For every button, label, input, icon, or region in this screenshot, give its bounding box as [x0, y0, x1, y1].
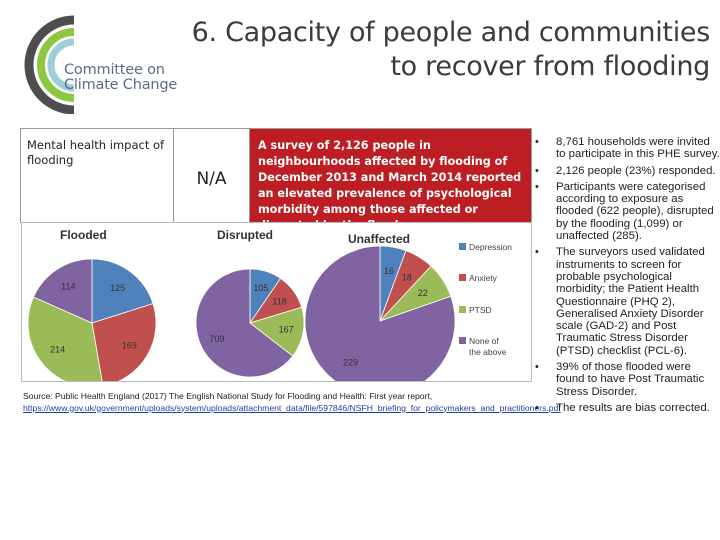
- slice-value-label: 114: [61, 281, 75, 291]
- pie-slice: [195, 268, 294, 378]
- finding-text: 2,126 people (23%) responded.: [556, 164, 716, 177]
- legend-swatch: [459, 243, 466, 250]
- slice-value-label: 214: [50, 345, 65, 355]
- finding-text: Participants were categorised according …: [556, 180, 714, 243]
- rating-value: N/A: [196, 169, 227, 189]
- pie-title: Unaffected: [348, 232, 410, 246]
- survey-text: A survey of 2,126 people in neighbourhoo…: [258, 139, 522, 232]
- slice-value-label: 167: [279, 325, 294, 335]
- slice-value-label: 125: [110, 283, 125, 293]
- pie-flooded: Flooded 125 169 214 114: [27, 228, 157, 381]
- bullet-icon: •: [535, 180, 539, 193]
- finding-text: 39% of those flooded were found to have …: [556, 361, 705, 398]
- finding-item: • Participants were categorised according…: [530, 181, 720, 242]
- legend-label: PTSD: [469, 305, 492, 315]
- page-title: 6. Capacity of people and communities to…: [150, 16, 711, 84]
- pie-slice: [27, 296, 103, 381]
- bullet-icon: •: [535, 136, 539, 148]
- logo-line-2: Climate Change: [64, 77, 178, 93]
- finding-item: • 2,126 people (23%) responded.: [530, 165, 720, 177]
- finding-item: • 39% of those flooded were found to have…: [530, 361, 720, 398]
- impact-cell: Mental health impact of flooding: [21, 129, 174, 222]
- slice-value-label: 22: [418, 288, 428, 298]
- bullet-icon: •: [535, 361, 539, 374]
- pie-title: Flooded: [60, 228, 107, 242]
- logo-arcs-icon: [24, 15, 75, 114]
- slice-value-label: 709: [210, 334, 225, 344]
- source-link[interactable]: https://www.gov.uk/government/uploads/sy…: [23, 402, 561, 413]
- finding-text: 8,761 households were invited to partici…: [556, 136, 720, 161]
- slice-value-label: 105: [253, 283, 268, 293]
- slice-value-label: 118: [272, 296, 286, 306]
- bullet-icon: •: [535, 246, 539, 259]
- legend-label: None of: [469, 336, 499, 346]
- survey-cell: A survey of 2,126 people in neighbourhoo…: [250, 129, 531, 232]
- legend-swatch: [459, 337, 466, 344]
- impact-table: Mental health impact of flooding N/A A s…: [20, 128, 532, 232]
- pie-disrupted: Disrupted 105 118 167 709: [195, 228, 305, 378]
- pie-charts: Flooded 125 169 214 114 Disrupted 105 118 167 709…: [27, 228, 512, 381]
- finding-item: • 8,761 households were invited to partic…: [530, 136, 720, 161]
- finding-text: The surveyors used validated instruments…: [556, 246, 705, 357]
- slice-value-label: 16: [384, 266, 394, 276]
- slice-value-label: 18: [402, 273, 412, 283]
- legend-swatch: [459, 306, 466, 313]
- finding-item: • The results are bias corrected.: [530, 402, 720, 414]
- source-text: Source: Public Health England (2017) The…: [23, 391, 433, 401]
- pie-title: Disrupted: [217, 228, 273, 242]
- slice-value-label: 169: [122, 341, 137, 351]
- legend-label: Depression: [469, 242, 512, 252]
- pie-chart-panel: Flooded 125 169 214 114 Disrupted 105 118 167 709…: [21, 222, 532, 382]
- pie-slice: [249, 306, 305, 357]
- bullet-icon: •: [535, 164, 539, 177]
- bullet-icon: •: [535, 401, 539, 414]
- rating-cell: N/A: [174, 129, 250, 222]
- title-line-1: 6. Capacity of people and communities: [191, 17, 711, 48]
- ccc-logo: Committee on Climate Change: [18, 14, 188, 114]
- legend-label: Anxiety: [469, 273, 498, 283]
- finding-text: The results are bias corrected.: [556, 401, 710, 414]
- pie-slice: [91, 258, 154, 324]
- slice-value-label: 229: [343, 358, 358, 368]
- pie-slice: [304, 245, 456, 381]
- impact-label: Mental health impact of flooding: [27, 138, 165, 167]
- title-line-2: to recover from flooding: [390, 51, 710, 82]
- pie-slice: [91, 303, 157, 381]
- legend-label-cont: the above: [469, 347, 507, 357]
- logo-line-1: Committee on: [64, 62, 165, 78]
- legend-swatch: [459, 274, 466, 281]
- findings-list: • 8,761 households were invited to partic…: [530, 136, 720, 418]
- finding-item: • The surveyors used validated instrument…: [530, 246, 720, 357]
- pie-slice: [33, 258, 93, 324]
- pie-unaffected: Unaffected 16 18 22 229: [304, 232, 456, 381]
- source-note: Source: Public Health England (2017) The…: [23, 391, 561, 414]
